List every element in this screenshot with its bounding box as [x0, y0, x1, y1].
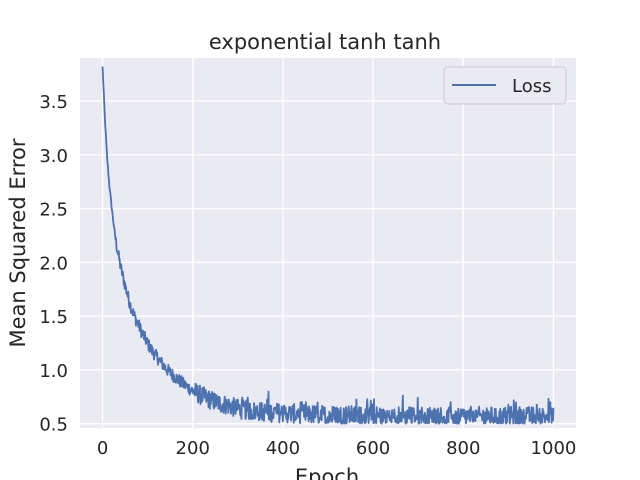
x-tick-label: 800	[446, 438, 480, 459]
x-tick-label: 0	[97, 438, 108, 459]
series-layer	[101, 66, 555, 425]
y-tick-label: 3.5	[39, 92, 68, 113]
y-tick-label: 1.0	[39, 361, 68, 382]
x-tick-label: 600	[356, 438, 390, 459]
y-axis-label: Mean Squared Error	[6, 138, 30, 347]
x-axis-label: Epoch	[295, 465, 359, 480]
y-tick-label: 2.5	[39, 200, 68, 221]
y-tick-labels: 0.5 1.0 1.5 2.0 2.5 3.0 3.5	[39, 92, 68, 436]
x-tick-label: 400	[266, 438, 300, 459]
legend-label-loss: Loss	[512, 76, 551, 97]
legend-box	[443, 66, 567, 105]
y-tick-label: 3.0	[39, 146, 68, 167]
legend: Loss	[443, 66, 567, 105]
y-tick-label: 0.5	[39, 415, 68, 436]
loss-line	[101, 66, 555, 425]
y-tick-label: 1.5	[39, 307, 68, 328]
x-tick-labels: 0 200 400 600 800 1000	[97, 438, 577, 459]
x-tick-label: 200	[176, 438, 210, 459]
chart-title: exponential tanh tanh	[209, 30, 441, 54]
plot-area	[80, 58, 576, 428]
x-tick-label: 1000	[531, 438, 577, 459]
y-tick-label: 2.0	[39, 253, 68, 274]
